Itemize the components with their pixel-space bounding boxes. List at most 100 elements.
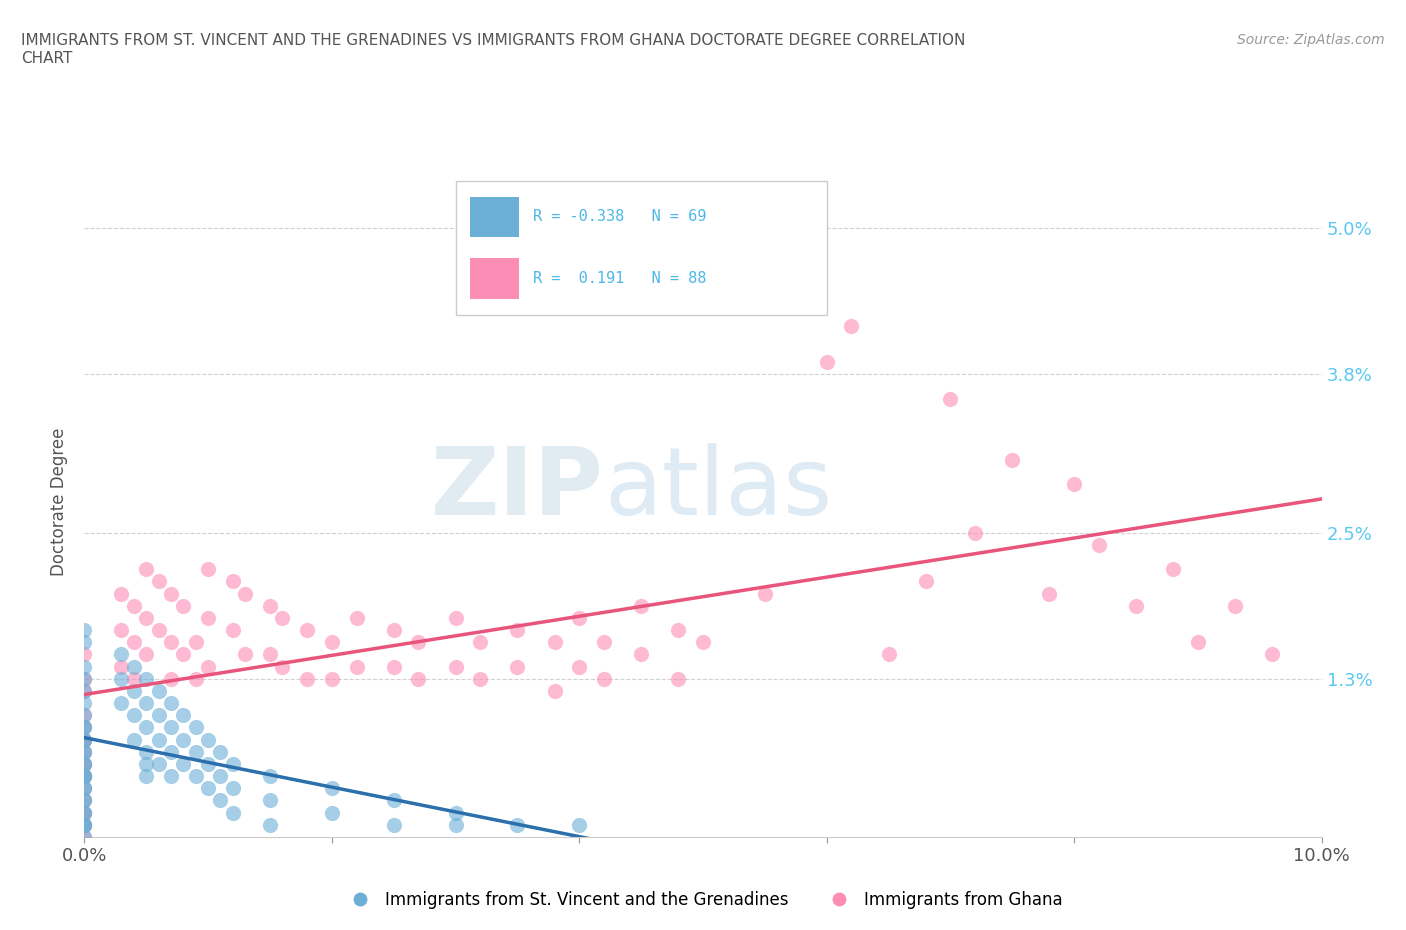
Point xyxy=(222,756,245,771)
Point xyxy=(73,817,96,832)
Point xyxy=(73,732,96,747)
Point xyxy=(122,659,145,674)
Point xyxy=(73,793,96,808)
Point xyxy=(110,696,132,711)
Point xyxy=(321,781,343,796)
Point xyxy=(73,830,96,844)
Point xyxy=(135,562,157,577)
Point xyxy=(815,354,838,369)
Point xyxy=(73,696,96,711)
Point xyxy=(506,659,529,674)
Point xyxy=(73,756,96,771)
Point xyxy=(939,392,962,406)
Point xyxy=(73,781,96,796)
Text: atlas: atlas xyxy=(605,443,832,535)
Point xyxy=(666,622,689,637)
Point xyxy=(160,635,183,650)
Point xyxy=(754,586,776,601)
Point xyxy=(408,671,430,686)
Point xyxy=(259,769,281,784)
Point xyxy=(444,817,467,832)
Point xyxy=(506,622,529,637)
Point xyxy=(73,671,96,686)
Point xyxy=(73,708,96,723)
Point xyxy=(271,610,294,625)
Point xyxy=(346,659,368,674)
Point xyxy=(259,793,281,808)
Text: CHART: CHART xyxy=(21,51,73,66)
Point xyxy=(73,708,96,723)
Point xyxy=(73,817,96,832)
Point xyxy=(73,756,96,771)
Point xyxy=(1038,586,1060,601)
Point xyxy=(172,756,194,771)
Point xyxy=(568,610,591,625)
Point xyxy=(73,805,96,820)
Point xyxy=(197,732,219,747)
Point xyxy=(209,793,232,808)
Point xyxy=(135,756,157,771)
Point xyxy=(877,647,900,662)
Point xyxy=(630,647,652,662)
Point xyxy=(135,610,157,625)
Point xyxy=(160,720,183,735)
Point xyxy=(160,586,183,601)
Point xyxy=(135,671,157,686)
Point xyxy=(135,647,157,662)
Point xyxy=(346,610,368,625)
Point xyxy=(73,756,96,771)
Point xyxy=(321,635,343,650)
Point xyxy=(73,684,96,698)
Point xyxy=(73,756,96,771)
Point xyxy=(122,708,145,723)
Point xyxy=(914,574,936,589)
Point xyxy=(1261,647,1284,662)
Point xyxy=(184,635,207,650)
Point xyxy=(73,769,96,784)
Point xyxy=(110,622,132,637)
Point xyxy=(382,793,405,808)
Point xyxy=(259,817,281,832)
Point xyxy=(73,720,96,735)
Point xyxy=(148,684,170,698)
Point xyxy=(295,671,318,686)
Point xyxy=(148,574,170,589)
Point xyxy=(184,720,207,735)
Point xyxy=(110,647,132,662)
Point xyxy=(692,635,714,650)
Point xyxy=(73,659,96,674)
Point xyxy=(1088,538,1111,552)
Point xyxy=(122,684,145,698)
Point xyxy=(568,817,591,832)
Point xyxy=(382,817,405,832)
Point xyxy=(1125,598,1147,613)
Point xyxy=(160,769,183,784)
Point xyxy=(209,769,232,784)
Point xyxy=(593,671,616,686)
Point xyxy=(295,622,318,637)
Point xyxy=(222,574,245,589)
Point xyxy=(73,744,96,759)
Point xyxy=(148,622,170,637)
Point xyxy=(197,659,219,674)
Point xyxy=(184,744,207,759)
Point xyxy=(73,817,96,832)
Point xyxy=(1161,562,1184,577)
Point xyxy=(135,696,157,711)
Point xyxy=(73,635,96,650)
Point xyxy=(382,622,405,637)
Point xyxy=(73,671,96,686)
Point xyxy=(1187,635,1209,650)
Point xyxy=(73,720,96,735)
Point xyxy=(965,525,987,540)
Point xyxy=(172,708,194,723)
Point xyxy=(110,671,132,686)
Point xyxy=(73,769,96,784)
Point xyxy=(790,270,813,285)
Point xyxy=(73,805,96,820)
Point xyxy=(148,756,170,771)
Y-axis label: Doctorate Degree: Doctorate Degree xyxy=(51,428,69,577)
Point xyxy=(148,708,170,723)
Point xyxy=(73,781,96,796)
Point xyxy=(73,622,96,637)
